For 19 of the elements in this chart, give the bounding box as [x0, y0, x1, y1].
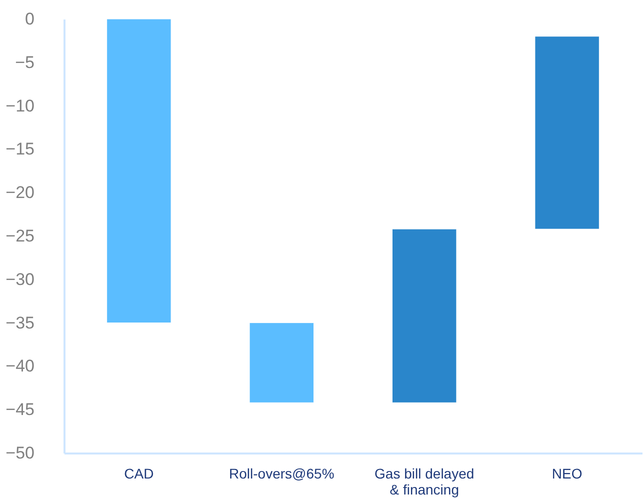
x-tick-label: CAD: [124, 466, 154, 482]
x-tick-label: NEO: [552, 466, 582, 482]
y-tick-label: −15: [6, 140, 34, 159]
y-tick-label: −35: [6, 313, 34, 332]
bar: [534, 36, 600, 230]
x-tick-label: Roll-overs@65%: [229, 466, 334, 482]
x-tick-label: Gas bill delayed & financing: [374, 466, 474, 498]
y-tick-label: −20: [6, 183, 34, 202]
y-tick-label: −40: [6, 356, 34, 376]
bar: [392, 228, 457, 403]
y-tick-label: −25: [6, 226, 34, 246]
y-tick-label: −50: [6, 444, 34, 462]
y-tick-label: 0: [25, 10, 34, 28]
y-tick-label: −30: [6, 270, 34, 289]
bar: [249, 322, 314, 403]
bar: [106, 18, 172, 324]
y-tick-label: −45: [6, 400, 34, 420]
y-tick-label: −5: [15, 52, 34, 72]
y-tick-label: −10: [6, 96, 34, 116]
